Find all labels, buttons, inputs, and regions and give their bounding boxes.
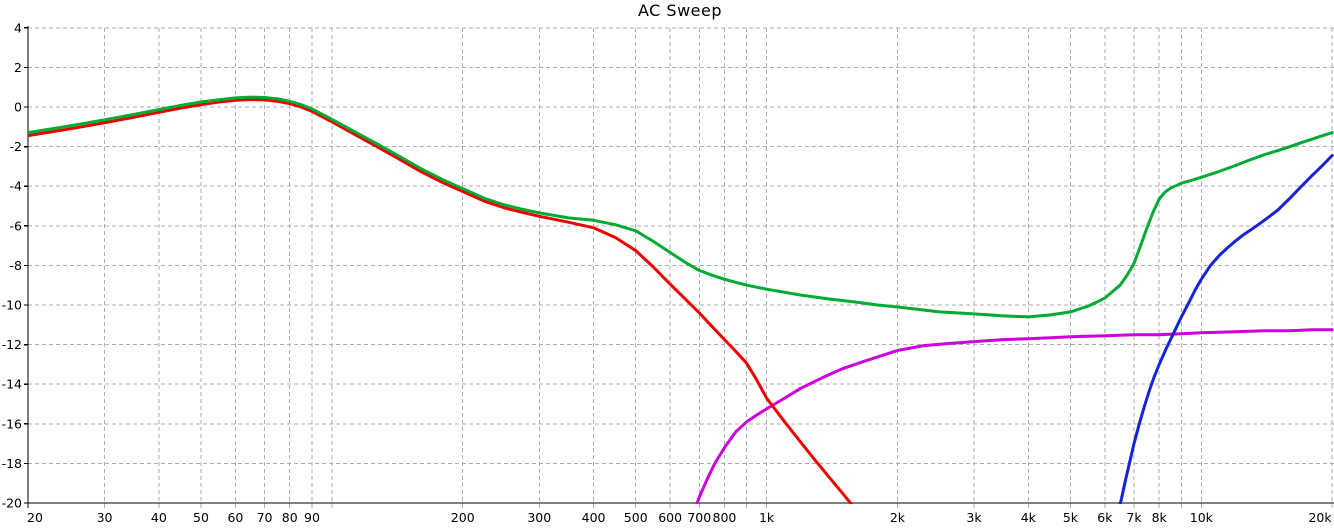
gridlines [28, 27, 1334, 508]
blue-trace [1118, 154, 1334, 504]
svg-text:-14: -14 [2, 377, 22, 392]
svg-text:-4: -4 [10, 179, 23, 194]
svg-text:80: 80 [282, 510, 298, 525]
svg-text:-8: -8 [10, 258, 23, 273]
svg-text:30: 30 [97, 510, 113, 525]
svg-text:-10: -10 [2, 298, 22, 313]
svg-text:40: 40 [151, 510, 167, 525]
green-trace [28, 95, 1334, 319]
svg-text:500: 500 [624, 510, 648, 525]
svg-text:8k: 8k [1152, 510, 1168, 525]
svg-text:-20: -20 [2, 496, 22, 511]
svg-text:50: 50 [193, 510, 209, 525]
chart-title: AC Sweep [637, 1, 722, 20]
svg-text:6k: 6k [1097, 510, 1113, 525]
svg-text:20k: 20k [1308, 510, 1332, 525]
svg-text:1k: 1k [759, 510, 775, 525]
traces [28, 95, 1334, 504]
svg-text:-16: -16 [2, 416, 22, 431]
magenta-trace [695, 328, 1334, 504]
svg-text:90: 90 [304, 510, 320, 525]
svg-text:-12: -12 [2, 337, 22, 352]
svg-text:600: 600 [658, 510, 682, 525]
x-axis-labels: 20 30 40 50 60 70 80 90 200 300 400 500 600 700 800 1k 2… [27, 510, 1332, 525]
red-trace [28, 98, 854, 504]
y-axis-labels: 4 2 0 -2 -4 -6 -8 -10 -12 -14 -16 -18 -20 [2, 20, 22, 510]
svg-text:10k: 10k [1190, 510, 1214, 525]
svg-text:5k: 5k [1063, 510, 1079, 525]
svg-text:-6: -6 [10, 218, 23, 233]
svg-text:70: 70 [257, 510, 273, 525]
svg-text:-2: -2 [10, 139, 22, 154]
svg-text:700: 700 [687, 510, 711, 525]
svg-text:4: 4 [14, 20, 22, 35]
svg-text:0: 0 [14, 100, 22, 115]
svg-text:4k: 4k [1021, 510, 1037, 525]
svg-text:400: 400 [582, 510, 606, 525]
svg-text:800: 800 [713, 510, 737, 525]
svg-text:2k: 2k [890, 510, 906, 525]
svg-text:200: 200 [451, 510, 475, 525]
axes [24, 25, 1334, 508]
svg-text:2: 2 [14, 60, 22, 75]
svg-text:300: 300 [527, 510, 551, 525]
svg-text:60: 60 [227, 510, 243, 525]
svg-text:-18: -18 [2, 456, 22, 471]
svg-text:20: 20 [27, 510, 43, 525]
svg-text:3k: 3k [966, 510, 982, 525]
svg-text:7k: 7k [1126, 510, 1142, 525]
